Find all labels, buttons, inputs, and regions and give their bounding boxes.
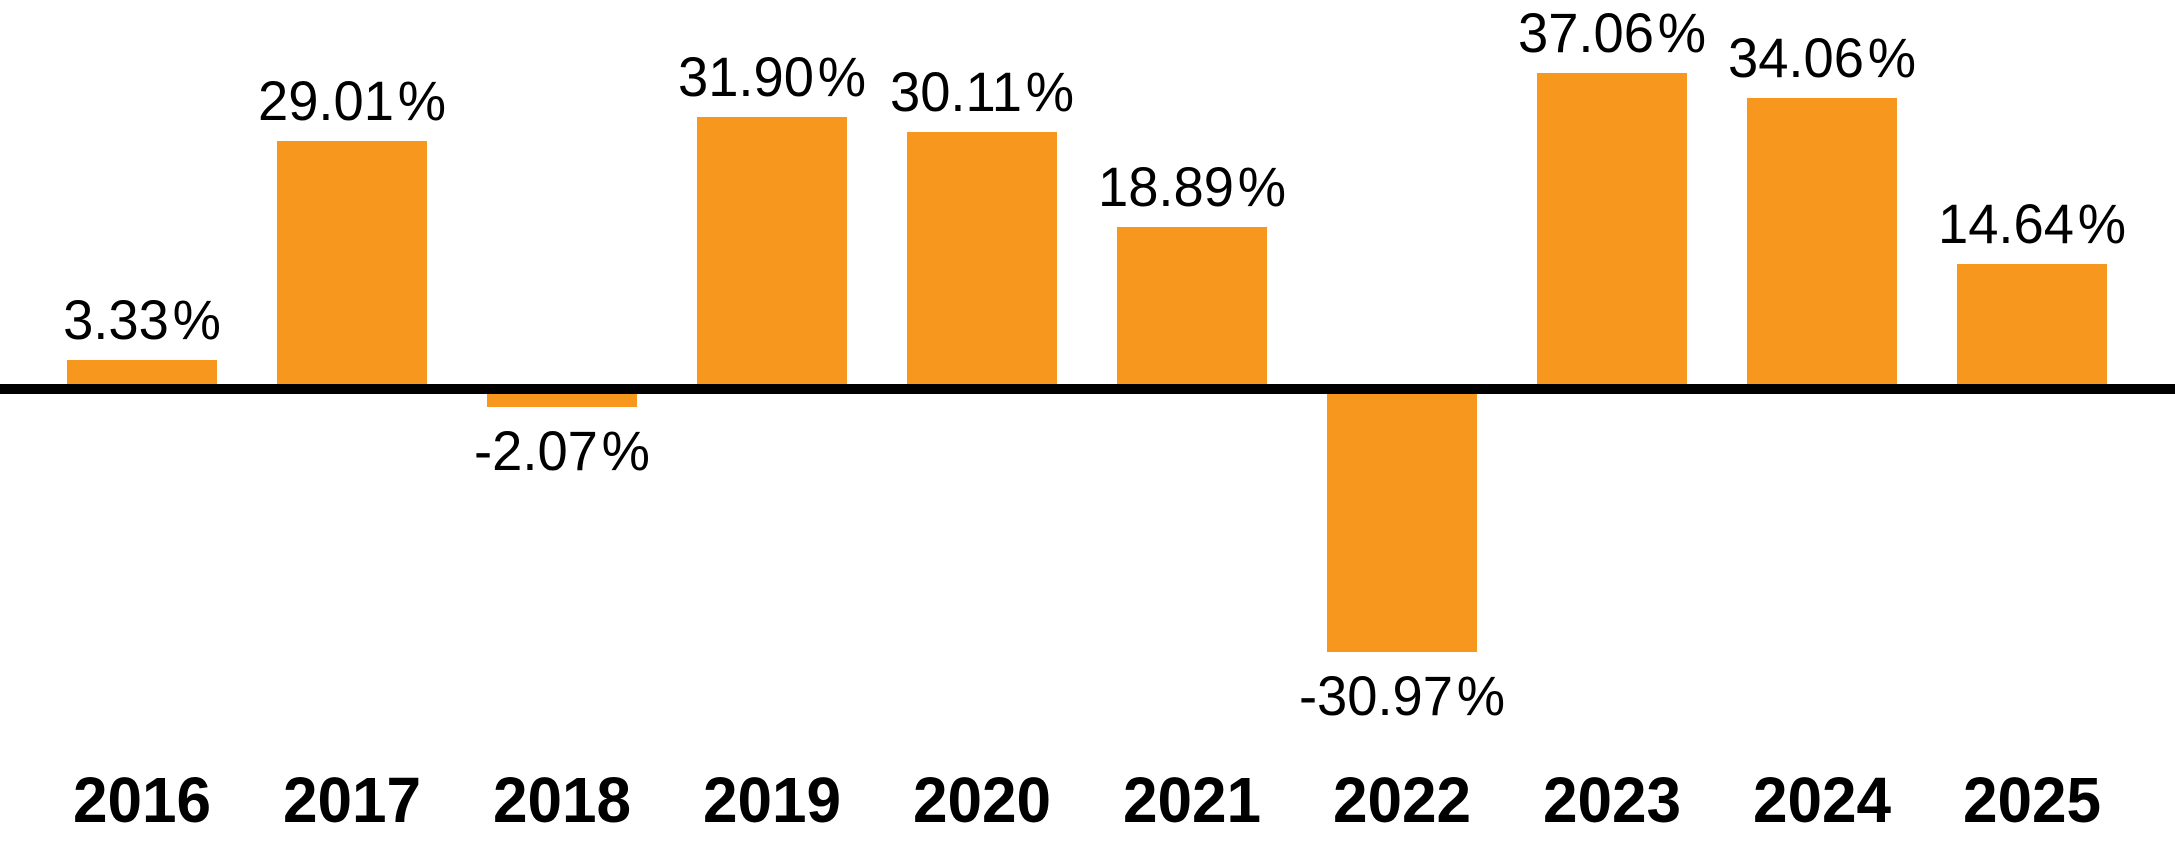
bar-2024 bbox=[1747, 98, 1897, 388]
percent-sign: % bbox=[1867, 26, 1917, 89]
x-tick-2025: 2025 bbox=[1962, 764, 2102, 836]
bar-2020 bbox=[907, 132, 1057, 388]
percent-sign: % bbox=[172, 288, 221, 351]
percent-sign: % bbox=[1456, 664, 1506, 727]
percent-sign: % bbox=[1025, 60, 1074, 123]
value-label-2017: 29.01% bbox=[258, 73, 446, 129]
value-label-2022: -30.97% bbox=[1299, 668, 1505, 724]
x-tick-2022: 2022 bbox=[1332, 764, 1472, 836]
x-tick-2016: 2016 bbox=[72, 764, 212, 836]
value-label-number: 37.06 bbox=[1517, 1, 1654, 64]
zero-axis-line bbox=[0, 384, 2175, 394]
value-label-2020: 30.11% bbox=[890, 64, 1074, 120]
bar-2023 bbox=[1537, 73, 1687, 388]
percent-sign: % bbox=[601, 419, 650, 482]
value-label-2016: 3.33% bbox=[63, 292, 221, 348]
value-label-2018: -2.07% bbox=[474, 423, 650, 479]
value-label-number: 29.01 bbox=[257, 69, 394, 132]
percent-sign: % bbox=[1237, 155, 1287, 218]
bar-2017 bbox=[277, 141, 427, 388]
value-label-number: 14.64 bbox=[1937, 192, 2074, 255]
value-label-2019: 31.90% bbox=[678, 49, 866, 105]
x-tick-2023: 2023 bbox=[1542, 764, 1682, 836]
value-label-number: 31.90 bbox=[677, 45, 814, 108]
bar-2019 bbox=[697, 117, 847, 388]
percent-sign: % bbox=[817, 45, 867, 108]
value-label-number: 30.11 bbox=[890, 60, 1022, 123]
value-label-number: 18.89 bbox=[1097, 155, 1234, 218]
value-label-number: -30.97 bbox=[1298, 664, 1453, 727]
value-label-number: 34.06 bbox=[1727, 26, 1864, 89]
value-label-2023: 37.06% bbox=[1518, 5, 1706, 61]
percent-sign: % bbox=[397, 69, 447, 132]
value-label-2024: 34.06% bbox=[1728, 30, 1916, 86]
x-tick-2024: 2024 bbox=[1752, 764, 1892, 836]
percent-sign: % bbox=[1657, 1, 1707, 64]
x-tick-2019: 2019 bbox=[702, 764, 842, 836]
percent-sign: % bbox=[2077, 192, 2127, 255]
value-label-2025: 14.64% bbox=[1938, 196, 2126, 252]
x-tick-2021: 2021 bbox=[1122, 764, 1262, 836]
value-label-2021: 18.89% bbox=[1098, 159, 1286, 215]
x-tick-2018: 2018 bbox=[492, 764, 632, 836]
bar-2025 bbox=[1957, 264, 2107, 388]
bar-2021 bbox=[1117, 227, 1267, 388]
bar-2022 bbox=[1327, 389, 1477, 652]
bar-2016 bbox=[67, 360, 217, 388]
x-tick-2020: 2020 bbox=[912, 764, 1052, 836]
x-tick-2017: 2017 bbox=[282, 764, 422, 836]
value-label-number: 3.33 bbox=[63, 288, 169, 351]
value-label-number: -2.07 bbox=[474, 419, 598, 482]
